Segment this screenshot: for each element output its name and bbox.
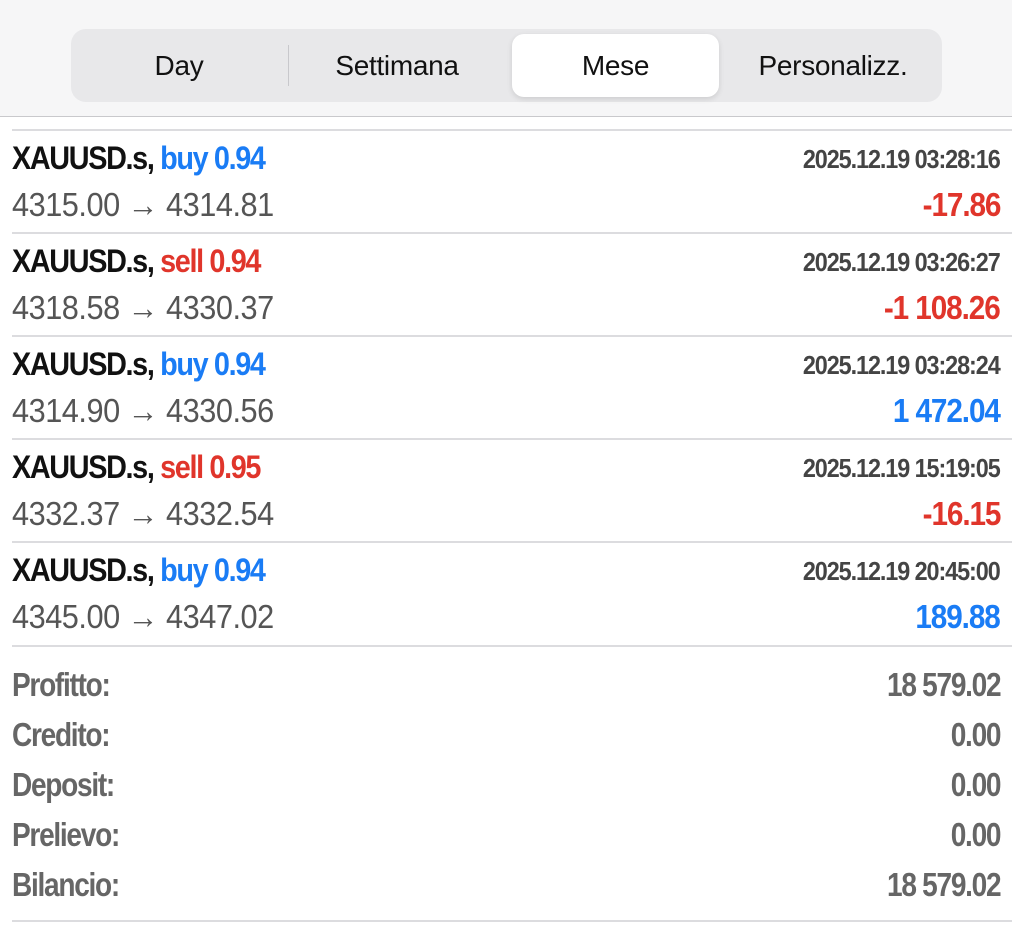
tab-day[interactable]: Day <box>154 49 204 81</box>
summary-value: 18 579.02 <box>886 666 1002 703</box>
row-divider <box>12 645 1012 647</box>
close-price: 4314.81 <box>166 186 274 223</box>
row-divider <box>12 335 1012 337</box>
deal-profit: -16.15 <box>922 495 1001 532</box>
summary-label: Prelievo: <box>12 816 120 853</box>
row-divider <box>12 129 1012 131</box>
open-price: 4314.90 <box>12 392 120 429</box>
deal-time: 2025.12.19 03:28:16 <box>803 144 1001 174</box>
row-divider <box>12 232 1012 234</box>
deal-type: buy 0.94 <box>160 552 266 588</box>
summary-label: Credito: <box>12 716 111 753</box>
row-divider <box>12 438 1012 440</box>
deal-time: 2025.12.19 20:45:00 <box>803 556 1001 586</box>
period-segmented-control: Day Settimana Mese Personalizz. <box>71 29 942 102</box>
deal-profit: 189.88 <box>915 598 1001 635</box>
deal-profit: -1 108.26 <box>884 289 1001 326</box>
row-divider <box>12 541 1012 543</box>
summary-value: 0.00 <box>950 816 1002 853</box>
deal-symbol: XAUUSD.s, <box>12 346 155 382</box>
deal-time: 2025.12.19 15:19:05 <box>803 453 1001 483</box>
summary-value: 0.00 <box>950 716 1002 753</box>
deal-type: sell 0.95 <box>160 449 261 485</box>
deal-prices: 4314.90 → 4330.56 <box>12 392 274 430</box>
deal-time: 2025.12.19 03:26:27 <box>803 247 1001 277</box>
deal-row[interactable]: XAUUSD.s, sell 0.94 2025.12.19 03:26:27 … <box>0 233 1012 336</box>
open-price: 4315.00 <box>12 186 120 223</box>
deal-row[interactable]: XAUUSD.s, buy 0.94 2025.12.19 03:28:24 4… <box>0 336 1012 439</box>
arrow-icon: → <box>127 598 159 635</box>
header: Day Settimana Mese Personalizz. <box>0 0 1012 117</box>
summary-row: Deposit: 0.00 <box>0 760 1012 810</box>
arrow-icon: → <box>127 186 159 223</box>
deal-profit: 1 472.04 <box>893 392 1001 429</box>
summary-label: Deposit: <box>12 766 115 803</box>
deal-prices: 4332.37 → 4332.54 <box>12 495 274 533</box>
summary-value: 18 579.02 <box>886 866 1002 903</box>
segment-divider <box>288 45 289 86</box>
close-price: 4330.37 <box>166 289 274 326</box>
deal-symbol: XAUUSD.s, <box>12 552 155 588</box>
summary-row: Profitto: 18 579.02 <box>0 660 1012 710</box>
open-price: 4332.37 <box>12 495 120 532</box>
deal-prices: 4345.00 → 4347.02 <box>12 598 274 636</box>
deal-prices: 4315.00 → 4314.81 <box>12 186 274 224</box>
deal-symbol: XAUUSD.s, <box>12 243 155 279</box>
open-price: 4345.00 <box>12 598 120 635</box>
close-price: 4330.56 <box>166 392 274 429</box>
deal-title: XAUUSD.s, sell 0.95 <box>12 449 261 486</box>
deal-row[interactable]: XAUUSD.s, buy 0.94 2025.12.19 03:28:16 4… <box>0 130 1012 233</box>
deal-type: buy 0.94 <box>160 346 266 382</box>
tab-settimana[interactable]: Settimana <box>335 49 459 81</box>
summary-label: Profitto: <box>12 666 111 703</box>
tab-personalizz[interactable]: Personalizz. <box>758 49 908 81</box>
tab-mese[interactable]: Mese <box>512 34 719 97</box>
deal-row[interactable]: XAUUSD.s, sell 0.95 2025.12.19 15:19:05 … <box>0 439 1012 542</box>
close-price: 4332.54 <box>166 495 274 532</box>
deal-title: XAUUSD.s, buy 0.94 <box>12 346 266 383</box>
bottom-divider <box>12 920 1012 922</box>
arrow-icon: → <box>127 495 159 532</box>
summary-value: 0.00 <box>950 766 1002 803</box>
deal-row[interactable]: XAUUSD.s, buy 0.94 2025.12.19 20:45:00 4… <box>0 542 1012 645</box>
arrow-icon: → <box>127 289 159 326</box>
open-price: 4318.58 <box>12 289 120 326</box>
deal-prices: 4318.58 → 4330.37 <box>12 289 274 327</box>
deal-profit: -17.86 <box>922 186 1001 223</box>
deal-title: XAUUSD.s, sell 0.94 <box>12 243 261 280</box>
deal-type: sell 0.94 <box>160 243 261 279</box>
deal-time: 2025.12.19 03:28:24 <box>803 350 1001 380</box>
summary-row: Credito: 0.00 <box>0 710 1012 760</box>
deal-title: XAUUSD.s, buy 0.94 <box>12 552 266 589</box>
close-price: 4347.02 <box>166 598 274 635</box>
deal-symbol: XAUUSD.s, <box>12 140 155 176</box>
summary-row: Bilancio: 18 579.02 <box>0 860 1012 910</box>
deal-type: buy 0.94 <box>160 140 266 176</box>
deal-symbol: XAUUSD.s, <box>12 449 155 485</box>
deal-title: XAUUSD.s, buy 0.94 <box>12 140 266 177</box>
summary-row: Prelievo: 0.00 <box>0 810 1012 860</box>
summary-label: Bilancio: <box>12 866 120 903</box>
arrow-icon: → <box>127 392 159 429</box>
